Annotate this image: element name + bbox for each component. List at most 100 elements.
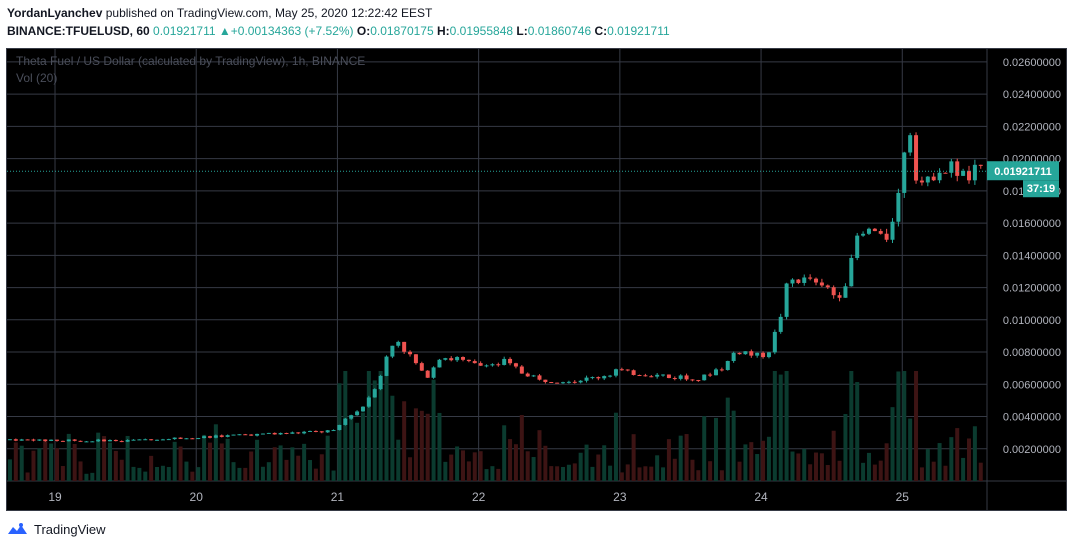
candle-body <box>725 360 730 370</box>
candle-body <box>496 364 501 366</box>
volume-bar <box>207 442 212 481</box>
volume-bar <box>249 451 254 481</box>
volume-bar <box>25 472 30 481</box>
volume-bar <box>196 467 201 481</box>
candle-body <box>278 432 283 435</box>
y-tick-label: 0.01400000 <box>1003 250 1061 262</box>
chart-panel[interactable]: Theta Fuel / US Dollar (calculated by Tr… <box>6 48 1067 511</box>
candle-body <box>796 279 801 283</box>
candle-body <box>778 316 783 332</box>
volume-bar <box>178 446 183 481</box>
brand-name[interactable]: TradingView <box>34 521 106 537</box>
candle-body <box>819 282 824 286</box>
candlestick-chart[interactable]: Theta Fuel / US Dollar (calculated by Tr… <box>7 49 1066 510</box>
tradingview-logo-icon[interactable] <box>7 522 29 536</box>
candle-body <box>925 176 930 183</box>
volume-bar <box>802 448 807 481</box>
volume-bar <box>325 435 330 481</box>
price-axis[interactable]: 0.00200000 0.00400000 0.00600000 0.00800000… <box>1003 57 1061 456</box>
candle-body <box>302 431 307 434</box>
candle-body <box>902 152 907 193</box>
candle-body <box>231 434 236 436</box>
candle-body <box>802 277 807 283</box>
volume-bar <box>578 452 583 481</box>
candle-body <box>25 439 30 441</box>
volume-bar <box>349 418 354 481</box>
candle-body <box>931 176 936 181</box>
candle-body <box>172 437 177 440</box>
volume-bar <box>855 382 860 481</box>
candle-body <box>666 374 671 379</box>
candle-body <box>772 331 777 353</box>
candles <box>7 132 983 443</box>
candle-body <box>113 439 118 442</box>
candle-body <box>519 366 524 374</box>
candle-body <box>31 439 36 441</box>
volume-bar <box>914 371 919 481</box>
volume-bar <box>831 430 836 481</box>
candle-body <box>202 436 207 439</box>
volume-bar <box>408 457 413 481</box>
candle-body <box>649 376 654 378</box>
volume-bar <box>137 467 142 481</box>
candle-body <box>578 380 583 383</box>
candle-body <box>66 439 71 442</box>
volume-bar <box>849 371 854 481</box>
volume-bar <box>219 443 224 481</box>
candle-body <box>143 439 148 441</box>
candle-body <box>284 432 289 434</box>
volume-bar <box>284 459 289 481</box>
footer: TradingView <box>7 519 106 539</box>
candle-body <box>55 439 60 441</box>
candle-body <box>508 358 513 364</box>
volume-bar <box>749 442 754 481</box>
volume-bar <box>861 462 866 481</box>
y-tick-label: 0.00600000 <box>1003 379 1061 391</box>
candle-body <box>396 341 401 346</box>
volume-bar <box>690 459 695 481</box>
candle-body <box>78 440 83 442</box>
candle-body <box>455 357 460 361</box>
volume-bar <box>484 469 489 481</box>
volume-bar <box>355 422 360 481</box>
time-axis[interactable]: 19 20 21 22 23 24 25 <box>48 490 909 504</box>
candle-body <box>602 376 607 379</box>
volume-bar <box>902 371 907 481</box>
ohlc-line: BINANCE:TFUELUSD, 60 0.01921711 ▲+0.0013… <box>7 22 1066 40</box>
open-value: 0.01870175 <box>370 24 434 38</box>
candle-body <box>237 434 242 436</box>
y-tick-label: 0.00200000 <box>1003 444 1061 456</box>
volume-bar <box>255 439 260 481</box>
candle-body <box>225 435 230 437</box>
candle-body <box>625 369 630 371</box>
volume-bar <box>460 450 465 481</box>
volume-bar <box>425 413 430 481</box>
candle-body <box>160 439 165 441</box>
volume-bars <box>7 371 983 481</box>
candle-body <box>355 411 360 416</box>
volume-bar <box>761 440 766 481</box>
candle-body <box>260 433 265 435</box>
candle-body <box>608 375 613 377</box>
volume-bar <box>637 467 642 481</box>
volume-bar <box>931 461 936 481</box>
volume-bar <box>878 460 883 481</box>
x-tick-label: 25 <box>896 490 910 504</box>
y-tick-label: 0.01200000 <box>1003 283 1061 295</box>
author-name[interactable]: YordanLyanchev <box>7 6 103 20</box>
published-info: published on TradingView.com, May 25, 20… <box>105 6 433 20</box>
volume-bar <box>708 461 713 481</box>
candle-body <box>678 375 683 379</box>
candle-body <box>549 382 554 384</box>
volume-bar <box>7 459 12 481</box>
volume-bar <box>896 371 901 481</box>
volume-bar <box>43 440 48 481</box>
volume-bar <box>925 449 930 481</box>
candle-body <box>184 438 189 440</box>
volume-bar <box>466 461 471 481</box>
volume-bar <box>702 416 707 481</box>
price-badges: 0.01921711 37:19 <box>987 161 1059 198</box>
candle-body <box>790 279 795 284</box>
volume-bar <box>19 445 24 481</box>
volume-bar <box>543 445 548 481</box>
